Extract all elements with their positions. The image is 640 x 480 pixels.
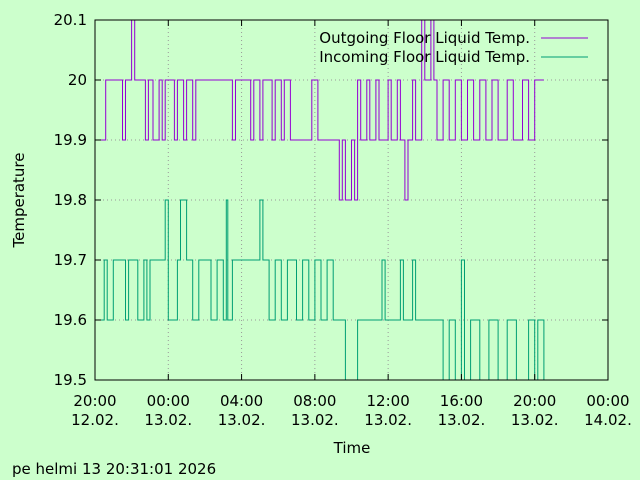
x-tick-label-date: 13.02. xyxy=(218,411,266,429)
x-axis-label: Time xyxy=(333,439,371,457)
y-axis: 19.5 19.6 19.7 19.8 19.9 20 20.1 xyxy=(54,11,608,389)
legend: Outgoing Floor Liquid Temp.Incoming Floo… xyxy=(319,29,588,66)
y-tick-label: 20 xyxy=(68,71,87,89)
legend-label: Outgoing Floor Liquid Temp. xyxy=(319,29,530,47)
x-tick-label-date: 13.02. xyxy=(364,411,412,429)
x-tick-label-time: 20:00 xyxy=(513,392,556,410)
y-axis-label: Temperature xyxy=(10,152,28,248)
y-tick-label: 19.7 xyxy=(54,251,87,269)
x-tick-label-time: 04:00 xyxy=(220,392,263,410)
x-tick-label-time: 00:00 xyxy=(147,392,190,410)
footer-timestamp: pe helmi 13 20:31:01 2026 xyxy=(12,460,217,478)
y-tick-label: 19.9 xyxy=(54,131,87,149)
x-tick-label-date: 13.02. xyxy=(511,411,559,429)
y-tick-label: 19.5 xyxy=(54,371,87,389)
legend-label: Incoming Floor Liquid Temp. xyxy=(319,48,530,66)
y-tick-label: 19.6 xyxy=(54,311,87,329)
series-line-incoming xyxy=(95,199,545,381)
series-line-outgoing xyxy=(95,19,544,201)
y-tick-label: 19.8 xyxy=(54,191,87,209)
y-tick-label: 20.1 xyxy=(54,11,87,29)
x-tick-label-date: 12.02. xyxy=(71,411,119,429)
x-tick-label-date: 13.02. xyxy=(144,411,192,429)
x-tick-label-time: 12:00 xyxy=(367,392,410,410)
x-tick-label-time: 16:00 xyxy=(440,392,483,410)
x-tick-label-date: 14.02. xyxy=(584,411,632,429)
x-tick-label-time: 00:00 xyxy=(586,392,629,410)
x-tick-label-date: 13.02. xyxy=(438,411,486,429)
x-tick-label-date: 13.02. xyxy=(291,411,339,429)
x-tick-label-time: 20:00 xyxy=(73,392,116,410)
x-tick-label-time: 08:00 xyxy=(293,392,336,410)
x-axis: 20:0012.02.00:0013.02.04:0013.02.08:0013… xyxy=(71,20,632,429)
